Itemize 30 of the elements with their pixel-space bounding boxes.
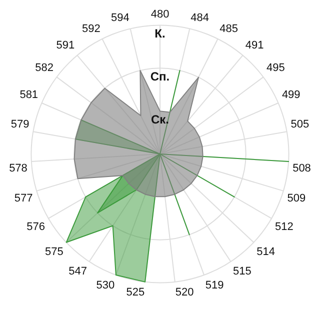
spoke-label: 592 [82, 22, 100, 35]
spoke-label: 485 [220, 22, 238, 35]
spoke-label: 576 [26, 221, 45, 234]
spoke-label: 577 [14, 192, 33, 205]
spoke-label: 508 [292, 162, 311, 174]
spoke-label: 591 [56, 40, 75, 52]
spoke-label: 495 [266, 62, 285, 74]
y-tick-label: Ск. [150, 112, 170, 126]
spoke-label: 480 [150, 8, 170, 21]
spoke-label: 575 [45, 246, 64, 258]
spoke-label: 594 [111, 12, 130, 24]
spoke-label: 579 [10, 118, 30, 130]
spoke-label: 512 [275, 221, 294, 234]
spoke-label: 530 [96, 279, 115, 292]
spoke-label: 525 [126, 286, 145, 299]
spoke-label: 499 [282, 88, 300, 101]
spoke-label: 491 [245, 40, 264, 52]
y-tick-label: Сп. [150, 69, 170, 84]
spoke-label: 509 [287, 192, 306, 205]
spoke-label: 547 [68, 266, 88, 278]
spoke-label: 515 [232, 266, 252, 278]
spoke-label: 519 [205, 279, 224, 292]
spoke-label: 505 [290, 118, 310, 130]
spoke-label: 578 [9, 162, 28, 174]
spoke-label: 582 [35, 62, 54, 74]
y-tick-label: К. [154, 26, 166, 41]
spoke-label: 484 [190, 12, 209, 24]
spoke-label: 581 [20, 88, 38, 101]
spoke-label: 520 [175, 286, 194, 299]
spoke-label: 514 [256, 246, 275, 258]
